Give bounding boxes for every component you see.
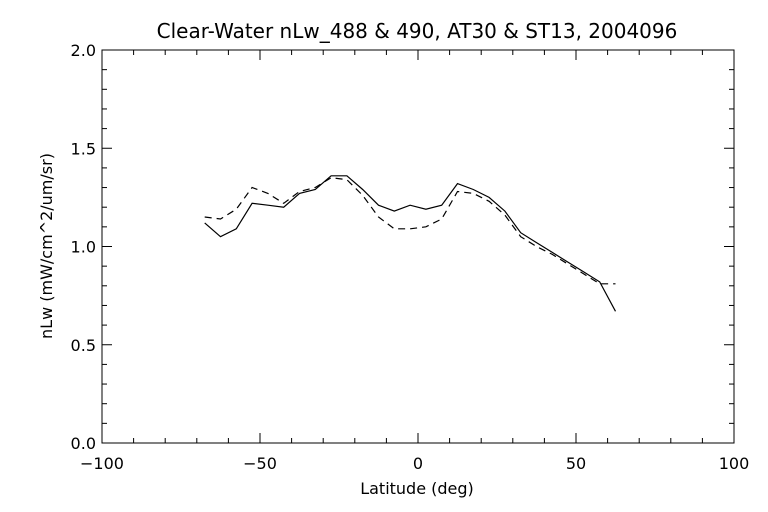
x-tick-label: 50	[566, 454, 586, 473]
y-axis-label: nLw (mW/cm^2/um/sr)	[37, 153, 56, 339]
x-tick-label: −100	[80, 454, 124, 473]
y-tick-label: 1.0	[71, 238, 96, 257]
series-line-dashed	[204, 177, 616, 285]
tick-labels: −100 −50 0 50 100 0.0 0.5 1.0 1.5 2.0	[71, 41, 750, 473]
plot-frame	[101, 49, 735, 444]
chart-title: Clear-Water nLw_488 & 490, AT30 & ST13, …	[157, 19, 678, 43]
x-tick-label: −50	[243, 454, 277, 473]
x-tick-label: 100	[719, 454, 750, 473]
x-axis-label: Latitude (deg)	[360, 479, 474, 498]
series-layer	[204, 175, 617, 312]
y-tick-label: 1.5	[71, 139, 96, 158]
y-tick-label: 0.0	[71, 434, 96, 453]
y-tick-label: 0.5	[71, 336, 96, 355]
x-tick-label: 0	[413, 454, 423, 473]
axis-ticks	[101, 49, 735, 444]
y-tick-label: 2.0	[71, 41, 96, 60]
series-line-solid	[204, 175, 617, 312]
